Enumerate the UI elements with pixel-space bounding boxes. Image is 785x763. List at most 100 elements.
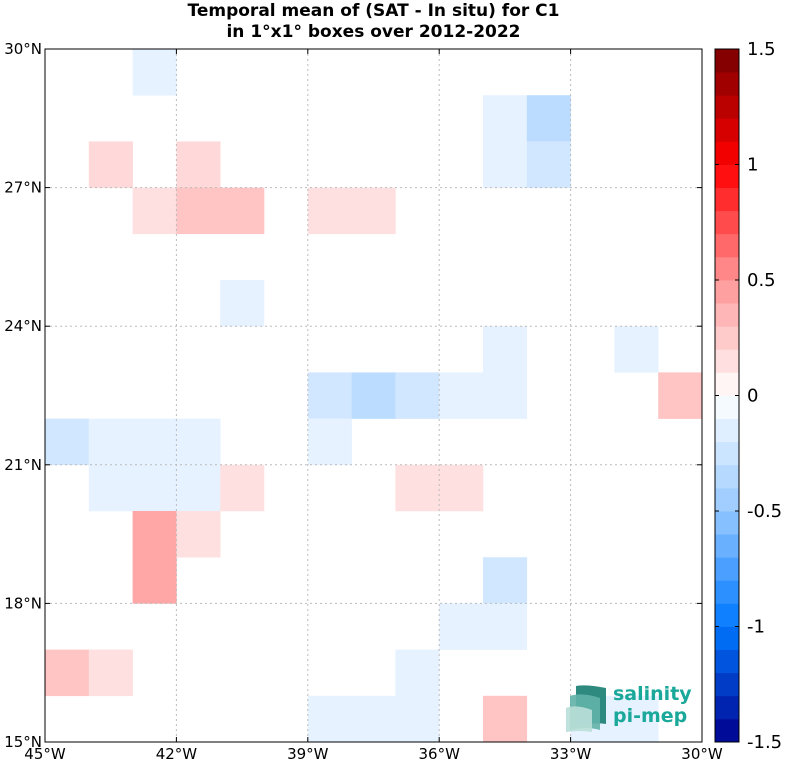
salinity-pimep-logo: salinity pi-mep bbox=[566, 682, 696, 732]
colorbar-segment bbox=[715, 233, 739, 258]
heatmap-cell bbox=[88, 464, 133, 512]
heatmap-cell bbox=[395, 464, 440, 512]
x-tick-label: 33°W bbox=[550, 745, 592, 763]
heatmap-cell bbox=[483, 372, 528, 419]
colorbar-tick-label: 1 bbox=[747, 155, 758, 176]
heatmap-cell bbox=[483, 557, 528, 604]
heatmap-cell bbox=[220, 464, 265, 512]
colorbar-segment bbox=[715, 95, 739, 119]
heatmap-cell bbox=[526, 141, 571, 188]
colorbar-segment bbox=[715, 164, 739, 188]
heatmap-cell bbox=[395, 372, 440, 419]
y-tick-label: 21°N bbox=[4, 456, 42, 474]
colorbar-tick-label: -1 bbox=[747, 617, 765, 638]
colorbar-segment bbox=[715, 210, 739, 235]
heatmap-cell bbox=[132, 49, 177, 96]
heatmap-cell bbox=[176, 418, 221, 466]
logo-wave-icon bbox=[566, 685, 606, 732]
colorbar-segment bbox=[715, 280, 739, 304]
heatmap-cell bbox=[220, 280, 265, 327]
heatmap-cell bbox=[307, 695, 352, 743]
colorbar-segment bbox=[715, 395, 739, 419]
x-tick-label: 42°W bbox=[156, 745, 198, 763]
colorbar-segment bbox=[715, 418, 739, 443]
logo-text-pimep: pi-mep bbox=[613, 705, 688, 727]
y-tick-label: 27°N bbox=[4, 179, 42, 197]
colorbar: -1.5 -1 -0.5 0 0.5 1 1.5 bbox=[714, 39, 782, 753]
heatmap-cell bbox=[132, 511, 177, 558]
colorbar-segment bbox=[715, 511, 739, 535]
heatmap-cell bbox=[526, 95, 571, 142]
colorbar-segment bbox=[715, 487, 739, 512]
heatmap-cell bbox=[45, 649, 90, 697]
heatmap-cell bbox=[483, 326, 528, 373]
y-tick-label: 24°N bbox=[4, 317, 42, 335]
x-tick-label: 39°W bbox=[287, 745, 329, 763]
heatmap-cell bbox=[439, 464, 484, 512]
cell-layer bbox=[45, 49, 703, 743]
colorbar-segment bbox=[715, 718, 739, 743]
heatmap-cell bbox=[132, 557, 177, 604]
heatmap-cell bbox=[307, 418, 352, 466]
colorbar-segment bbox=[715, 441, 739, 466]
heatmap-cell bbox=[176, 511, 221, 558]
heatmap-cell bbox=[483, 95, 528, 142]
heatmap-cell bbox=[483, 603, 528, 650]
colorbar-tick-label: 1.5 bbox=[747, 39, 776, 60]
heatmap-cell bbox=[220, 187, 265, 235]
colorbar-segment bbox=[715, 534, 739, 558]
heatmap-cell bbox=[88, 649, 133, 697]
colorbar-segment bbox=[715, 626, 739, 650]
chart-title-line2: in 1°x1° boxes over 2012-2022 bbox=[226, 22, 521, 42]
heatmap-cell bbox=[658, 372, 703, 419]
heatmap-cell bbox=[483, 141, 528, 188]
colorbar-segment bbox=[715, 141, 739, 165]
colorbar-segment bbox=[715, 464, 739, 489]
heatmap-cell bbox=[307, 372, 352, 419]
colorbar-segment bbox=[715, 372, 739, 396]
colorbar-segment bbox=[715, 603, 739, 627]
colorbar-segment bbox=[715, 187, 739, 212]
heatmap-cell bbox=[45, 418, 90, 466]
colorbar-segment bbox=[715, 580, 739, 604]
colorbar-segment bbox=[715, 695, 739, 720]
y-tick-label: 15°N bbox=[4, 733, 42, 751]
colorbar-segment bbox=[715, 303, 739, 327]
colorbar-segment bbox=[715, 72, 739, 96]
heatmap-cell bbox=[88, 141, 133, 188]
colorbar-segment bbox=[715, 256, 739, 281]
heatmap-cell bbox=[395, 695, 440, 743]
heatmap-cell bbox=[176, 464, 221, 512]
axis-labels: 45°W 42°W 39°W 36°W 33°W 30°W 15°N 18°N 21°N 24°N… bbox=[4, 40, 723, 763]
logo-text-salinity: salinity bbox=[613, 683, 692, 705]
x-tick-label: 45°W bbox=[24, 745, 66, 763]
y-tick-label: 18°N bbox=[4, 594, 42, 612]
colorbar-segment bbox=[715, 557, 739, 581]
colorbar-tick-label: -0.5 bbox=[747, 501, 782, 522]
x-tick-label: 30°W bbox=[681, 745, 723, 763]
heatmap-cell bbox=[176, 187, 221, 235]
x-tick-label: 36°W bbox=[418, 745, 460, 763]
colorbar-tick-label: 0 bbox=[747, 386, 758, 407]
colorbar-segment bbox=[715, 349, 739, 373]
colorbar-segment bbox=[715, 649, 739, 674]
colorbar-tick-label: 0.5 bbox=[747, 270, 776, 291]
heatmap-cell bbox=[351, 372, 396, 419]
colorbar-tick-label: -1.5 bbox=[747, 732, 782, 753]
heatmap-cell bbox=[88, 418, 133, 466]
heatmap-cell bbox=[351, 187, 396, 235]
heatmap-cell bbox=[307, 187, 352, 235]
heatmap-cell bbox=[132, 187, 177, 235]
colorbar-segment bbox=[715, 326, 739, 350]
heatmap-cell bbox=[132, 464, 177, 512]
colorbar-segment bbox=[715, 49, 739, 73]
heatmap-cell bbox=[132, 418, 177, 466]
heatmap-cell bbox=[614, 326, 659, 373]
chart-title-line1: Temporal mean of (SAT - In situ) for C1 bbox=[187, 1, 560, 21]
heatmap-cell bbox=[395, 649, 440, 697]
heatmap-cell bbox=[614, 695, 659, 743]
heatmap-cell bbox=[439, 603, 484, 650]
colorbar-segment bbox=[715, 672, 739, 697]
heatmap-cell bbox=[439, 372, 484, 419]
